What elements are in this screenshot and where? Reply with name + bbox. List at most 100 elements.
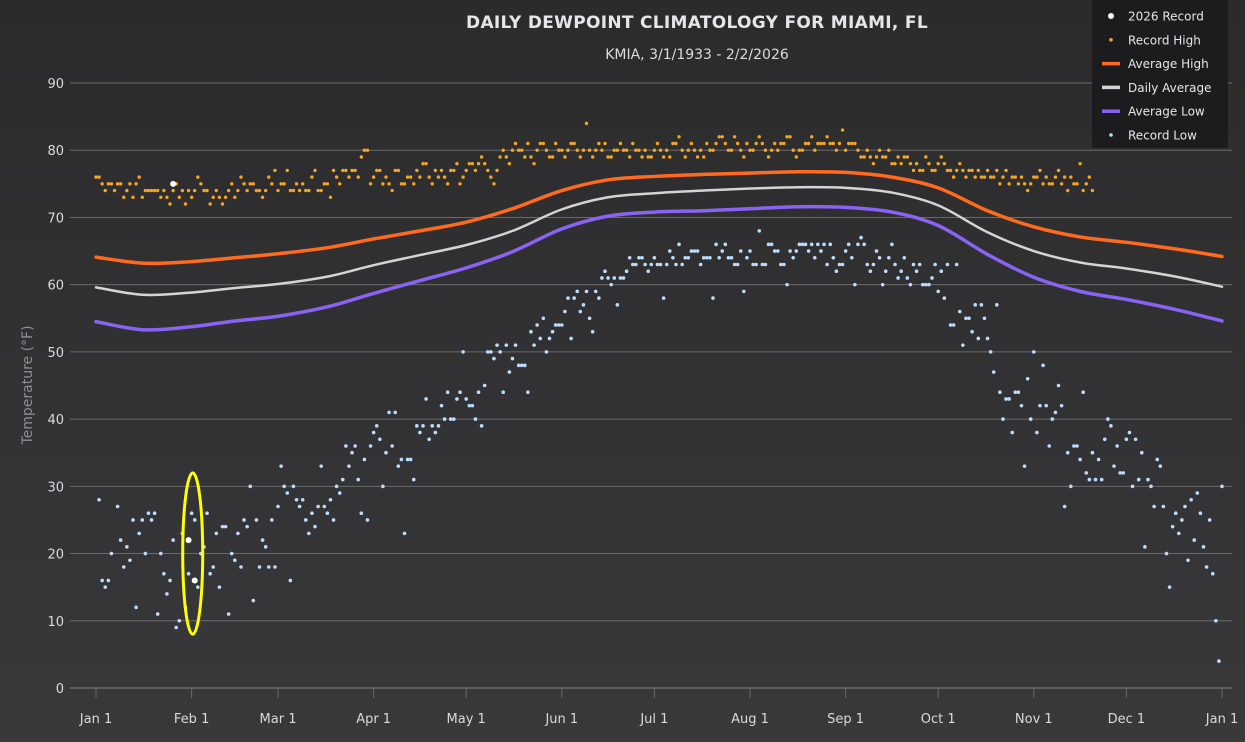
record-low-point <box>1087 477 1092 482</box>
record-high-point <box>125 188 129 193</box>
x-tick-label: Dec 1 <box>1108 712 1146 727</box>
record-low-point <box>846 242 851 247</box>
record-high-point <box>211 195 215 199</box>
record-high-point <box>810 135 814 139</box>
record-low-point <box>285 491 290 495</box>
record-low-point <box>492 356 496 361</box>
record-low-point <box>214 531 219 536</box>
record-low-point <box>819 249 823 253</box>
record-low-point <box>393 410 398 415</box>
record-low-point <box>1035 430 1039 435</box>
record-high-point <box>297 188 302 193</box>
record-low-point <box>899 269 903 274</box>
record-high-point <box>760 141 765 146</box>
record-low-point <box>1096 457 1101 462</box>
record-low-point <box>566 296 570 300</box>
legend-item-record-high[interactable]: Record High <box>1109 33 1201 47</box>
record-low-point <box>297 504 302 509</box>
record-high-point <box>908 161 913 166</box>
record-low-point <box>671 255 675 260</box>
record-low-point <box>1136 477 1141 482</box>
record-low-point <box>634 262 638 267</box>
record-high-point <box>1056 168 1061 173</box>
legend-item-daily-average[interactable]: Daily Average <box>1102 81 1211 95</box>
record-low-point <box>991 370 996 374</box>
record-low-point <box>1139 450 1144 455</box>
record-low-point <box>1158 464 1163 468</box>
legend-item-record-low[interactable]: Record Low <box>1109 129 1197 143</box>
record-low-point <box>1146 477 1150 482</box>
record-high-point <box>856 148 860 152</box>
record-low-point <box>1032 350 1036 354</box>
record-low-point <box>1127 430 1132 435</box>
record-low-point <box>600 276 604 280</box>
record-high-point <box>353 168 357 173</box>
record-low-point <box>196 585 200 589</box>
record-low-point <box>189 511 194 516</box>
x-tick-label: Jan 1 <box>1205 712 1238 727</box>
record-low-point <box>1152 504 1156 509</box>
x-tick-label: Jun 1 <box>544 712 578 727</box>
record-high-point <box>590 155 595 159</box>
record-high-point <box>880 155 885 159</box>
record-high-point <box>550 155 555 159</box>
record-low-point <box>220 524 225 529</box>
record-high-point <box>402 182 407 186</box>
record-high-point <box>507 161 512 166</box>
record-low-point <box>942 296 947 300</box>
record-low-point <box>97 497 101 502</box>
record-high-point <box>483 161 487 166</box>
record-high-point <box>529 155 533 159</box>
record-high-point <box>723 141 728 146</box>
record-low-point <box>1078 457 1082 462</box>
legend[interactable]: 2026 Record Record High Average High Daily … <box>1092 0 1228 148</box>
record-low-point <box>661 296 666 300</box>
record-high-point <box>600 148 604 152</box>
record-low-point <box>1210 571 1215 576</box>
record-high-point <box>547 155 552 159</box>
record-low-point <box>384 450 388 455</box>
record-low-point <box>1099 477 1104 482</box>
record-low-point <box>742 289 746 294</box>
record-low-point <box>125 545 129 549</box>
record-high-point <box>1029 182 1033 186</box>
record-low-point <box>158 551 163 556</box>
record-low-point <box>683 255 688 260</box>
record-high-point <box>1066 188 1070 193</box>
average-low-line <box>94 204 1224 332</box>
record-low-point <box>276 504 280 509</box>
record-low-point <box>155 612 160 616</box>
legend-item-average-high[interactable]: Average High <box>1102 57 1209 71</box>
record-low-point <box>316 504 320 509</box>
record-high-point <box>257 188 262 193</box>
record-low-point <box>970 329 974 334</box>
record-high-point <box>118 182 123 186</box>
legend-item-record-2026[interactable]: 2026 Record <box>1108 10 1204 24</box>
record-low-point <box>828 242 833 247</box>
record-low-point <box>1093 477 1098 482</box>
record-high-point <box>452 168 456 173</box>
record-high-point <box>998 182 1002 186</box>
record-low-point <box>751 262 755 267</box>
record-high-point <box>516 148 521 152</box>
legend-item-average-low[interactable]: Average Low <box>1102 105 1205 119</box>
record-low-point <box>1007 397 1011 401</box>
record-high-point <box>862 155 866 159</box>
record-high-point <box>939 155 943 159</box>
record-high-point <box>128 182 132 186</box>
record-low-point <box>347 464 351 468</box>
record-high-point <box>371 175 376 179</box>
record-high-point <box>146 188 151 193</box>
record-high-point <box>334 175 339 179</box>
record-high-point <box>988 175 993 179</box>
record-high-point <box>553 141 558 146</box>
record-high-point <box>186 188 191 193</box>
record-low-point <box>822 242 826 247</box>
record-low-point <box>226 612 231 616</box>
record-low-point <box>288 578 293 583</box>
record-low-point <box>680 262 684 267</box>
record-high-point <box>816 141 820 146</box>
record-high-point <box>109 182 114 186</box>
legend-swatch-dot <box>1108 13 1114 19</box>
record-low-point <box>655 262 660 267</box>
